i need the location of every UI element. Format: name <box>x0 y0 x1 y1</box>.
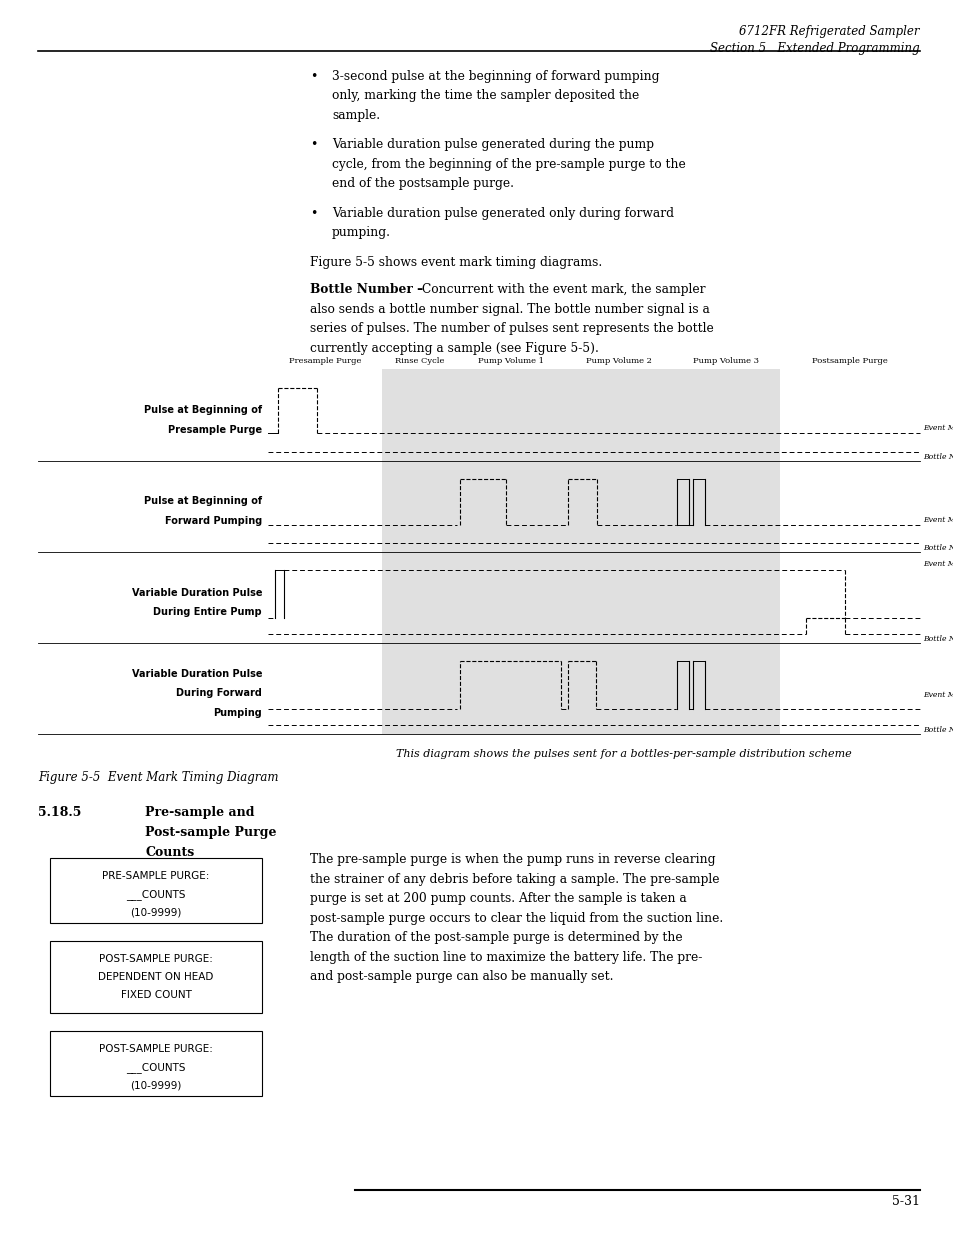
Text: Bottle Number: Bottle Number <box>923 726 953 735</box>
Text: Section 5   Extended Programming: Section 5 Extended Programming <box>710 42 919 56</box>
Text: ___COUNTS: ___COUNTS <box>126 889 186 900</box>
Text: and post-sample purge can also be manually set.: and post-sample purge can also be manual… <box>310 971 613 983</box>
Text: Event Mark: Event Mark <box>923 561 953 568</box>
Text: •: • <box>310 70 317 83</box>
Text: Pump Volume 3: Pump Volume 3 <box>692 357 759 366</box>
Text: purge is set at 200 pump counts. After the sample is taken a: purge is set at 200 pump counts. After t… <box>310 893 686 905</box>
Text: Pulse at Beginning of: Pulse at Beginning of <box>144 405 262 415</box>
Text: Bottle Number –: Bottle Number – <box>310 284 427 296</box>
Text: Variable Duration Pulse: Variable Duration Pulse <box>132 588 262 598</box>
Text: Pumping: Pumping <box>213 708 262 718</box>
Text: Pump Volume 2: Pump Volume 2 <box>585 357 651 366</box>
Text: PRE-SAMPLE PURGE:: PRE-SAMPLE PURGE: <box>102 872 210 882</box>
Text: Presample Purge: Presample Purge <box>289 357 361 366</box>
Text: the strainer of any debris before taking a sample. The pre-sample: the strainer of any debris before taking… <box>310 873 719 885</box>
Text: post-sample purge occurs to clear the liquid from the suction line.: post-sample purge occurs to clear the li… <box>310 911 722 925</box>
Bar <box>50 941 262 1014</box>
Text: also sends a bottle number signal. The bottle number signal is a: also sends a bottle number signal. The b… <box>310 303 709 316</box>
Text: length of the suction line to maximize the battery life. The pre-: length of the suction line to maximize t… <box>310 951 701 965</box>
Bar <box>50 858 262 924</box>
Text: Variable duration pulse generated only during forward: Variable duration pulse generated only d… <box>332 207 673 220</box>
Text: The pre-sample purge is when the pump runs in reverse clearing: The pre-sample purge is when the pump ru… <box>310 853 715 867</box>
Text: Event Mark: Event Mark <box>923 516 953 524</box>
Text: pumping.: pumping. <box>332 226 391 240</box>
Text: POST-SAMPLE PURGE:: POST-SAMPLE PURGE: <box>99 955 213 965</box>
Text: ___COUNTS: ___COUNTS <box>126 1062 186 1073</box>
Text: Pre-sample and: Pre-sample and <box>145 806 254 820</box>
Text: The duration of the post-sample purge is determined by the: The duration of the post-sample purge is… <box>310 931 682 945</box>
Text: 5-31: 5-31 <box>891 1195 919 1208</box>
Text: currently accepting a sample (see Figure 5-5).: currently accepting a sample (see Figure… <box>310 342 598 354</box>
Bar <box>456 369 564 735</box>
Text: POST-SAMPLE PURGE:: POST-SAMPLE PURGE: <box>99 1045 213 1055</box>
Text: This diagram shows the pulses sent for a bottles-per-sample distribution scheme: This diagram shows the pulses sent for a… <box>395 750 851 760</box>
Text: Pulse at Beginning of: Pulse at Beginning of <box>144 496 262 506</box>
Text: cycle, from the beginning of the pre-sample purge to the: cycle, from the beginning of the pre-sam… <box>332 158 685 170</box>
Text: 6712FR Refrigerated Sampler: 6712FR Refrigerated Sampler <box>739 25 919 38</box>
Text: Post-sample Purge: Post-sample Purge <box>145 826 276 840</box>
Bar <box>564 369 672 735</box>
Text: Variable duration pulse generated during the pump: Variable duration pulse generated during… <box>332 138 654 152</box>
Text: Bottle Number: Bottle Number <box>923 452 953 461</box>
Text: sample.: sample. <box>332 109 379 122</box>
Text: Postsample Purge: Postsample Purge <box>811 357 887 366</box>
Text: DEPENDENT ON HEAD: DEPENDENT ON HEAD <box>98 972 213 983</box>
Text: series of pulses. The number of pulses sent represents the bottle: series of pulses. The number of pulses s… <box>310 322 713 336</box>
Text: Bottle Number: Bottle Number <box>923 635 953 643</box>
Bar <box>50 1031 262 1097</box>
Text: Forward Pumping: Forward Pumping <box>165 516 262 526</box>
Text: •: • <box>310 138 317 152</box>
Text: During Entire Pump: During Entire Pump <box>153 608 262 618</box>
Text: Concurrent with the event mark, the sampler: Concurrent with the event mark, the samp… <box>421 284 705 296</box>
Text: Variable Duration Pulse: Variable Duration Pulse <box>132 669 262 679</box>
Bar <box>382 369 456 735</box>
Text: During Forward: During Forward <box>176 688 262 698</box>
Text: Figure 5-5  Event Mark Timing Diagram: Figure 5-5 Event Mark Timing Diagram <box>38 772 278 784</box>
Text: Bottle Number: Bottle Number <box>923 543 953 552</box>
Text: 3-second pulse at the beginning of forward pumping: 3-second pulse at the beginning of forwa… <box>332 70 659 83</box>
Text: Figure 5-5 shows event mark timing diagrams.: Figure 5-5 shows event mark timing diagr… <box>310 256 601 269</box>
Text: end of the postsample purge.: end of the postsample purge. <box>332 178 514 190</box>
Text: Presample Purge: Presample Purge <box>168 425 262 435</box>
Text: 5.18.5: 5.18.5 <box>38 806 81 820</box>
Text: Rinse Cycle: Rinse Cycle <box>395 357 444 366</box>
Text: Event Mark: Event Mark <box>923 425 953 432</box>
Text: only, marking the time the sampler deposited the: only, marking the time the sampler depos… <box>332 89 639 103</box>
Text: Event Mark: Event Mark <box>923 690 953 699</box>
Text: •: • <box>310 207 317 220</box>
Text: FIXED COUNT: FIXED COUNT <box>120 990 192 1000</box>
Bar <box>672 369 779 735</box>
Text: (10-9999): (10-9999) <box>131 1081 181 1091</box>
Text: Counts: Counts <box>145 846 194 860</box>
Text: (10-9999): (10-9999) <box>131 908 181 918</box>
Text: Pump Volume 1: Pump Volume 1 <box>477 357 543 366</box>
